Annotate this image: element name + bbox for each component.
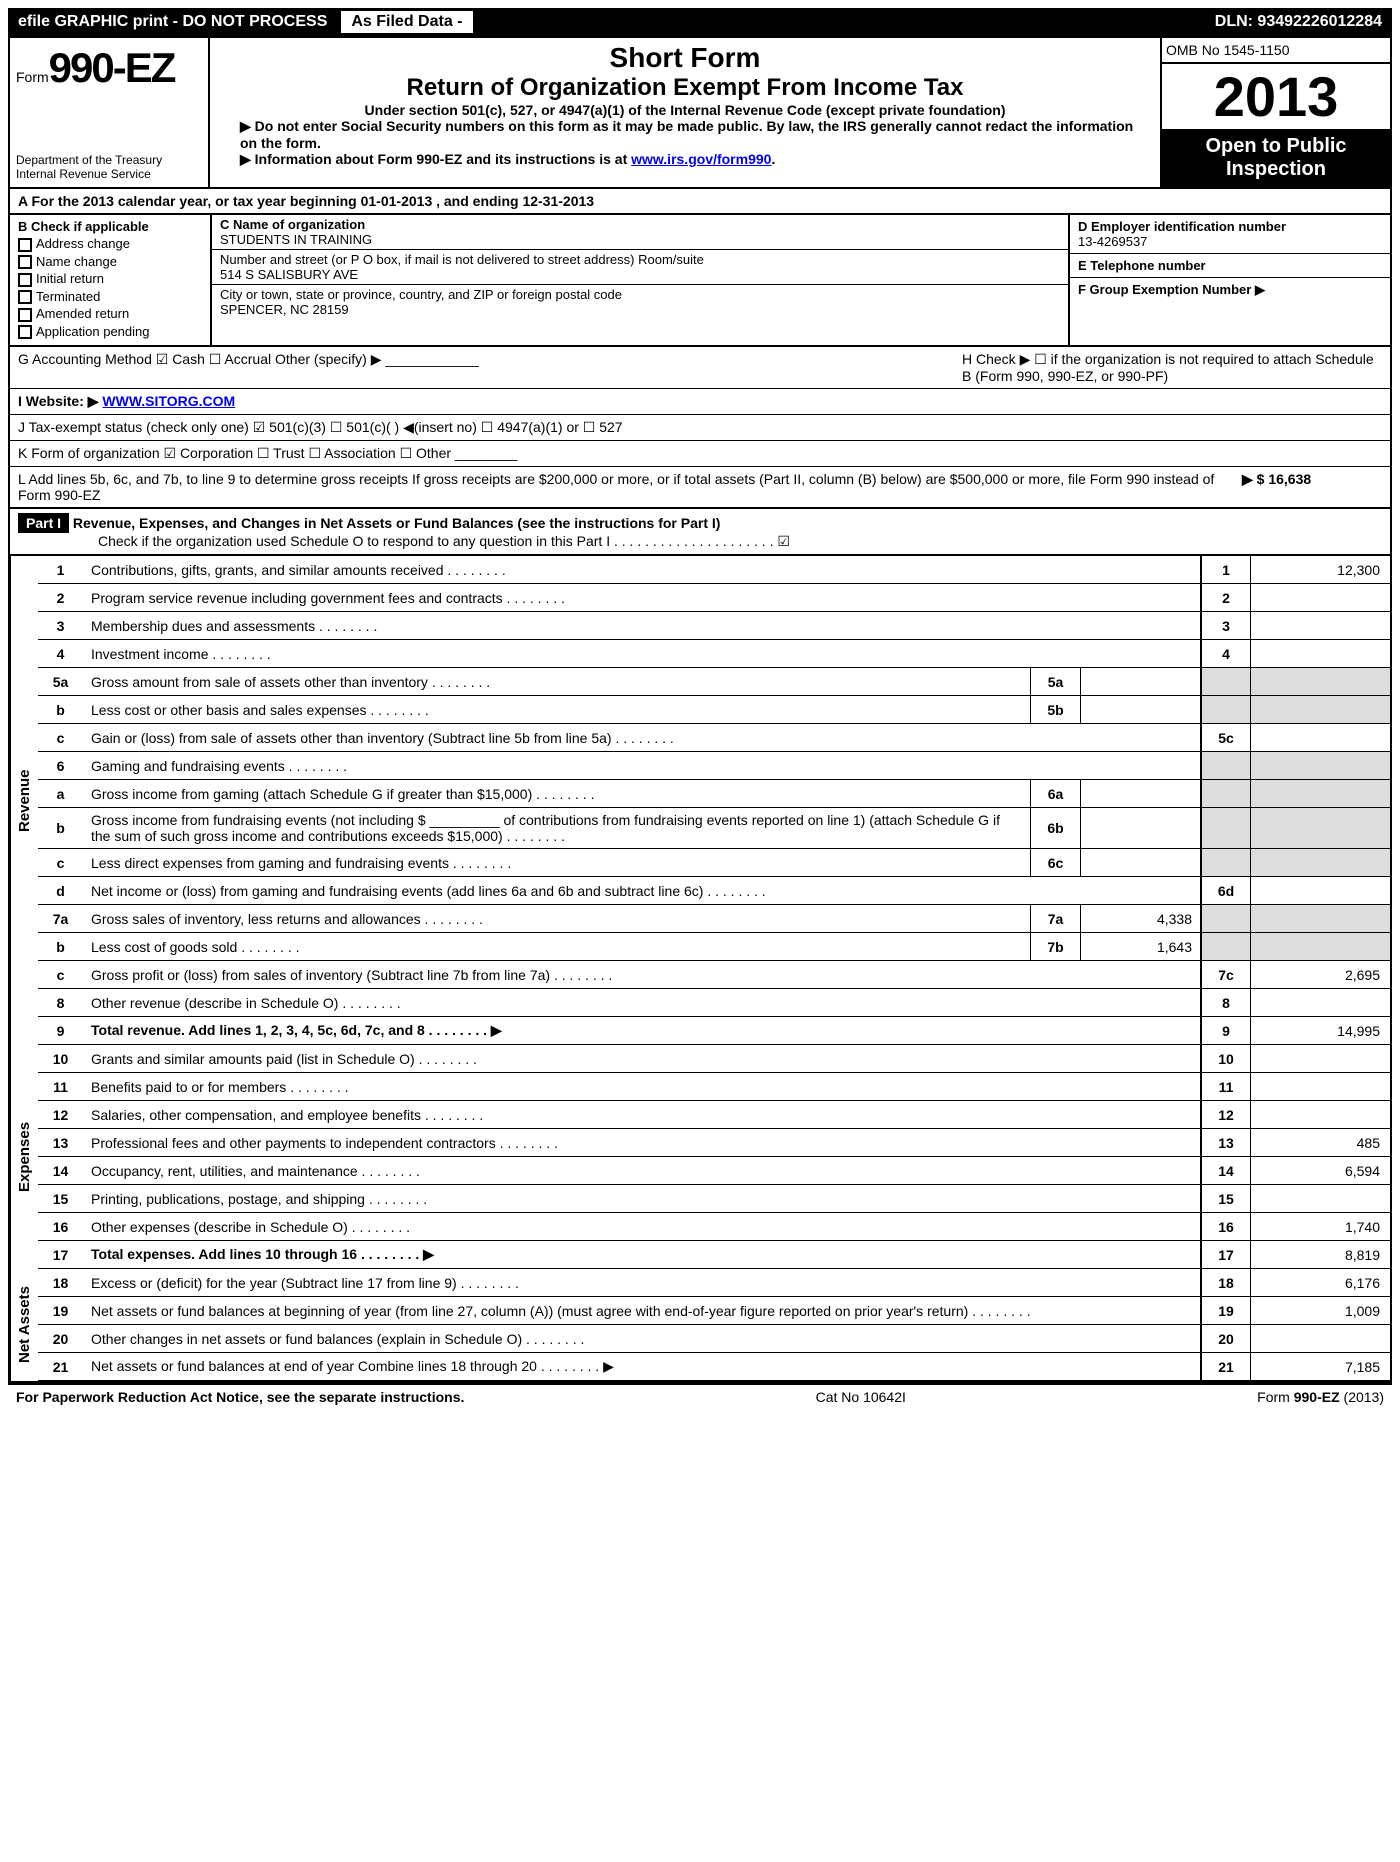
line-c: cLess direct expenses from gaming and fu… <box>38 849 1392 877</box>
short-form-title: Short Form <box>220 42 1150 74</box>
checkbox-address-change[interactable]: Address change <box>18 236 202 252</box>
info-note: ▶ Information about Form 990-EZ and its … <box>220 151 1150 168</box>
check-b-title: B Check if applicable <box>18 219 202 234</box>
line-19: 19Net assets or fund balances at beginni… <box>38 1297 1392 1325</box>
cat-number: Cat No 10642I <box>464 1389 1257 1405</box>
org-info-row: B Check if applicable Address change Name… <box>8 215 1392 347</box>
efile-label: efile GRAPHIC print - DO NOT PROCESS <box>8 13 337 31</box>
part1-label: Part I <box>18 513 69 533</box>
line-a: aGross income from gaming (attach Schedu… <box>38 780 1392 808</box>
form-number: 990-EZ <box>49 44 175 91</box>
line-c: cGain or (loss) from sale of assets othe… <box>38 724 1392 752</box>
line-15: 15Printing, publications, postage, and s… <box>38 1185 1392 1213</box>
org-city-cell: City or town, state or province, country… <box>212 285 1068 319</box>
line-7a: 7aGross sales of inventory, less returns… <box>38 905 1392 933</box>
form-org-row: K Form of organization ☑ Corporation ☐ T… <box>10 441 1390 467</box>
checkbox-name-change[interactable]: Name change <box>18 254 202 270</box>
footer-row: For Paperwork Reduction Act Notice, see … <box>8 1383 1392 1409</box>
netassets-section: Net Assets 18Excess or (deficit) for the… <box>8 1269 1392 1383</box>
line-b: bLess cost or other basis and sales expe… <box>38 696 1392 724</box>
header-center: Short Form Return of Organization Exempt… <box>210 38 1160 187</box>
ein-cell: D Employer identification number 13-4269… <box>1070 215 1390 254</box>
irs-link[interactable]: www.irs.gov/form990 <box>631 151 771 167</box>
line-14: 14Occupancy, rent, utilities, and mainte… <box>38 1157 1392 1185</box>
expenses-side-label: Expenses <box>10 1045 38 1269</box>
tax-year-row: A For the 2013 calendar year, or tax yea… <box>10 189 1390 213</box>
dept-treasury: Department of the Treasury <box>16 153 202 167</box>
checkbox-terminated[interactable]: Terminated <box>18 289 202 305</box>
line-20: 20Other changes in net assets or fund ba… <box>38 1325 1392 1353</box>
header-left: Form990-EZ Department of the Treasury In… <box>10 38 210 187</box>
header-block: Form990-EZ Department of the Treasury In… <box>8 36 1392 189</box>
line-3: 3Membership dues and assessments . . . .… <box>38 612 1392 640</box>
form-prefix: Form <box>16 69 49 85</box>
line-17: 17Total expenses. Add lines 10 through 1… <box>38 1241 1392 1269</box>
line-d: dNet income or (loss) from gaming and fu… <box>38 877 1392 905</box>
check-b-column: B Check if applicable Address change Name… <box>10 215 210 345</box>
omb-number: OMB No 1545-1150 <box>1162 38 1390 64</box>
line-6: 6Gaming and fundraising events . . . . .… <box>38 752 1392 780</box>
section-a-row: A For the 2013 calendar year, or tax yea… <box>8 189 1392 215</box>
line-11: 11Benefits paid to or for members . . . … <box>38 1073 1392 1101</box>
line-16: 16Other expenses (describe in Schedule O… <box>38 1213 1392 1241</box>
tax-exempt-row: J Tax-exempt status (check only one) ☑ 5… <box>10 415 1390 441</box>
tax-year: 2013 <box>1162 64 1390 129</box>
netassets-side-label: Net Assets <box>10 1269 38 1381</box>
subtitle: Under section 501(c), 527, or 4947(a)(1)… <box>220 102 1150 118</box>
line-b: bGross income from fundraising events (n… <box>38 808 1392 849</box>
line-c: cGross profit or (loss) from sales of in… <box>38 961 1392 989</box>
top-bar: efile GRAPHIC print - DO NOT PROCESS As … <box>8 8 1392 36</box>
revenue-side-label: Revenue <box>10 556 38 1045</box>
inspection-notice: Open to Public Inspection <box>1162 129 1390 187</box>
paperwork-notice: For Paperwork Reduction Act Notice, see … <box>16 1389 464 1405</box>
line-21: 21Net assets or fund balances at end of … <box>38 1353 1392 1381</box>
info-rows-block: G Accounting Method ☑ Cash ☐ Accrual Oth… <box>8 347 1392 509</box>
org-name-cell: C Name of organization STUDENTS IN TRAIN… <box>212 215 1068 250</box>
accounting-method: G Accounting Method ☑ Cash ☐ Accrual Oth… <box>18 351 962 384</box>
line-5a: 5aGross amount from sale of assets other… <box>38 668 1392 696</box>
part1-title: Revenue, Expenses, and Changes in Net As… <box>73 515 721 531</box>
website-link[interactable]: WWW.SITORG.COM <box>102 393 235 409</box>
part1-sub: Check if the organization used Schedule … <box>18 533 1382 550</box>
dept-info: Department of the Treasury Internal Reve… <box>16 153 202 181</box>
line-2: 2Program service revenue including gover… <box>38 584 1392 612</box>
row-g-h: G Accounting Method ☑ Cash ☐ Accrual Oth… <box>10 347 1390 389</box>
line-18: 18Excess or (deficit) for the year (Subt… <box>38 1269 1392 1297</box>
line-8: 8Other revenue (describe in Schedule O) … <box>38 989 1392 1017</box>
expenses-section: Expenses 10Grants and similar amounts pa… <box>8 1045 1392 1269</box>
checkbox-application-pending[interactable]: Application pending <box>18 324 202 340</box>
phone-cell: E Telephone number <box>1070 254 1390 278</box>
ssn-note: ▶ Do not enter Social Security numbers o… <box>220 118 1150 151</box>
checkbox-initial-return[interactable]: Initial return <box>18 271 202 287</box>
as-filed-label: As Filed Data - <box>341 11 472 33</box>
right-info-column: D Employer identification number 13-4269… <box>1070 215 1390 345</box>
line-10: 10Grants and similar amounts paid (list … <box>38 1045 1392 1073</box>
line-13: 13Professional fees and other payments t… <box>38 1129 1392 1157</box>
part1-header: Part I Revenue, Expenses, and Changes in… <box>8 509 1392 556</box>
schedule-b-check: H Check ▶ ☐ if the organization is not r… <box>962 351 1382 384</box>
line-4: 4Investment income . . . . . . . .4 <box>38 640 1392 668</box>
line-12: 12Salaries, other compensation, and empl… <box>38 1101 1392 1129</box>
return-title: Return of Organization Exempt From Incom… <box>220 74 1150 102</box>
line-9: 9Total revenue. Add lines 1, 2, 3, 4, 5c… <box>38 1017 1392 1045</box>
org-info-column: C Name of organization STUDENTS IN TRAIN… <box>210 215 1070 345</box>
form-footer: Form 990-EZ (2013) <box>1257 1389 1384 1405</box>
line-1: 1Contributions, gifts, grants, and simil… <box>38 556 1392 584</box>
revenue-section: Revenue 1Contributions, gifts, grants, a… <box>8 556 1392 1045</box>
dln-label: DLN: 93492226012284 <box>1205 13 1392 31</box>
website-row: I Website: ▶ WWW.SITORG.COM <box>10 389 1390 415</box>
org-addr-cell: Number and street (or P O box, if mail i… <box>212 250 1068 285</box>
header-right: OMB No 1545-1150 2013 Open to Public Ins… <box>1160 38 1390 187</box>
group-exempt-cell: F Group Exemption Number ▶ <box>1070 278 1390 302</box>
checkbox-amended-return[interactable]: Amended return <box>18 306 202 322</box>
line-b: bLess cost of goods sold . . . . . . . .… <box>38 933 1392 961</box>
gross-receipts-row: L Add lines 5b, 6c, and 7b, to line 9 to… <box>10 467 1390 507</box>
dept-irs: Internal Revenue Service <box>16 167 202 181</box>
